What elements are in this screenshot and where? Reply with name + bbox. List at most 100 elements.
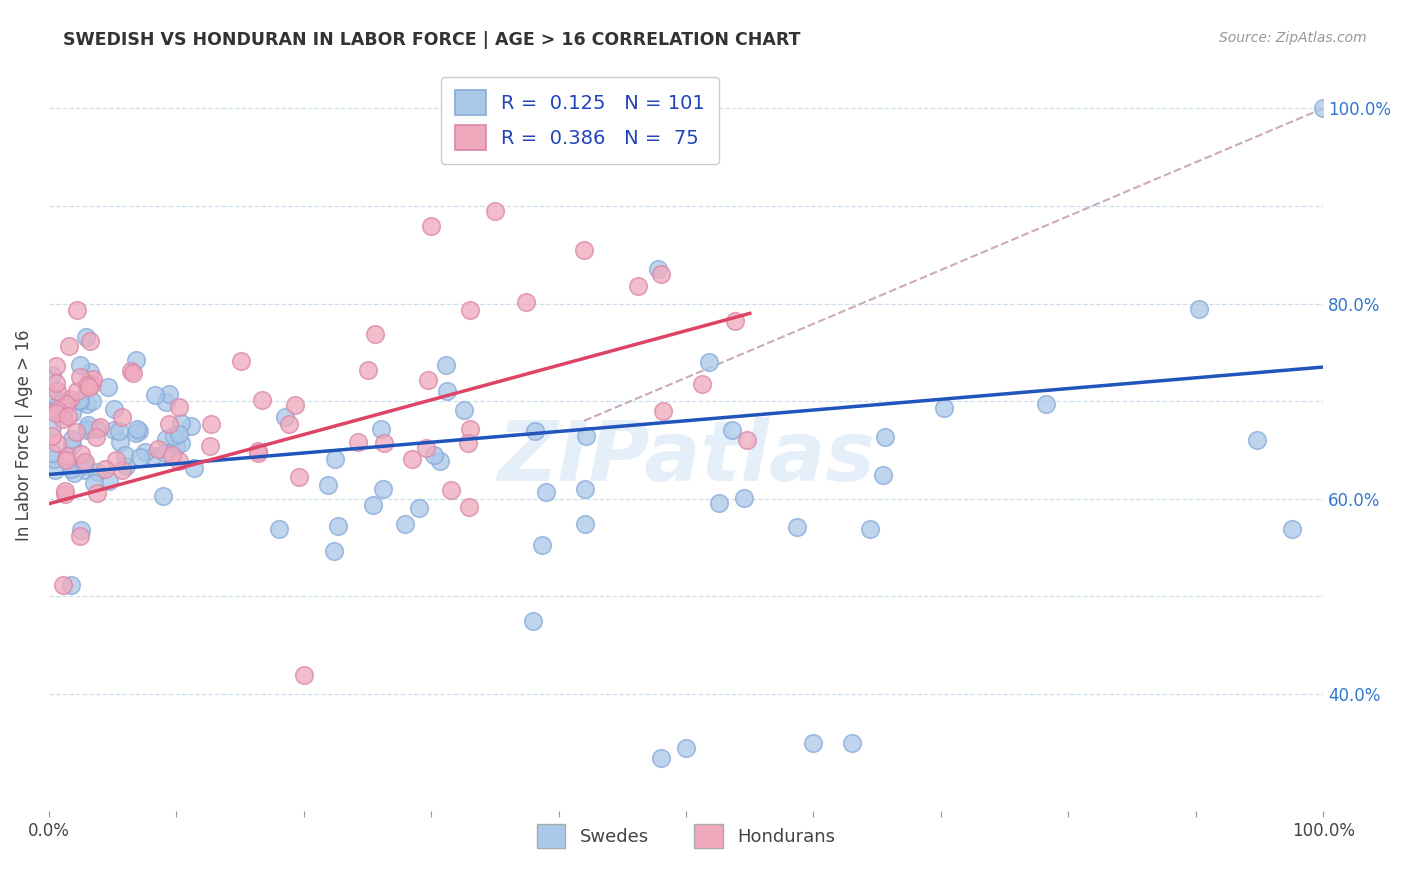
Point bbox=[647, 261, 669, 276]
Point bbox=[153, 445, 176, 459]
Point bbox=[420, 219, 443, 233]
Point bbox=[363, 326, 385, 341]
Point bbox=[55, 453, 77, 467]
Point bbox=[155, 395, 177, 409]
Point bbox=[76, 397, 98, 411]
Point bbox=[125, 425, 148, 440]
Point bbox=[627, 278, 650, 293]
Point bbox=[250, 392, 273, 407]
Point bbox=[361, 498, 384, 512]
Text: ZIPatlas: ZIPatlas bbox=[498, 417, 875, 499]
Point bbox=[69, 529, 91, 543]
Point bbox=[84, 430, 107, 444]
Point bbox=[575, 429, 598, 443]
Point bbox=[80, 376, 103, 391]
Point bbox=[522, 614, 544, 628]
Point bbox=[574, 482, 596, 496]
Point bbox=[41, 368, 63, 382]
Point bbox=[111, 410, 134, 425]
Point bbox=[45, 406, 67, 420]
Point bbox=[1312, 102, 1334, 116]
Point bbox=[429, 454, 451, 468]
Point bbox=[326, 519, 349, 533]
Point bbox=[77, 417, 100, 432]
Point bbox=[142, 449, 165, 463]
Point bbox=[73, 455, 96, 469]
Point bbox=[52, 406, 75, 420]
Point bbox=[70, 523, 93, 537]
Point bbox=[159, 386, 181, 401]
Point bbox=[121, 367, 143, 381]
Point bbox=[169, 454, 191, 468]
Point bbox=[247, 443, 270, 458]
Point bbox=[180, 419, 202, 434]
Point bbox=[373, 436, 395, 450]
Point bbox=[76, 423, 98, 437]
Point bbox=[183, 460, 205, 475]
Point bbox=[60, 462, 83, 476]
Point bbox=[287, 469, 309, 483]
Point bbox=[69, 394, 91, 409]
Point bbox=[453, 402, 475, 417]
Point bbox=[858, 522, 880, 536]
Point bbox=[724, 314, 747, 328]
Point bbox=[267, 522, 290, 536]
Point bbox=[67, 392, 90, 407]
Point bbox=[103, 423, 125, 437]
Point bbox=[89, 420, 111, 434]
Point bbox=[152, 489, 174, 503]
Point bbox=[69, 370, 91, 384]
Point bbox=[650, 750, 672, 764]
Point bbox=[650, 268, 672, 282]
Point bbox=[434, 358, 457, 372]
Point bbox=[515, 295, 537, 310]
Point bbox=[675, 740, 697, 755]
Point bbox=[200, 417, 222, 432]
Point bbox=[53, 486, 76, 500]
Point bbox=[62, 406, 84, 420]
Point bbox=[458, 500, 481, 514]
Point bbox=[45, 384, 67, 399]
Point bbox=[128, 424, 150, 438]
Point bbox=[77, 380, 100, 394]
Point bbox=[79, 365, 101, 379]
Point bbox=[408, 500, 430, 515]
Point bbox=[134, 444, 156, 458]
Point bbox=[52, 578, 75, 592]
Point bbox=[63, 466, 86, 480]
Point bbox=[56, 409, 79, 423]
Point bbox=[70, 447, 93, 461]
Point bbox=[423, 448, 446, 462]
Point bbox=[457, 435, 479, 450]
Point bbox=[86, 422, 108, 436]
Point bbox=[229, 354, 252, 368]
Point bbox=[155, 432, 177, 446]
Point bbox=[53, 484, 76, 499]
Point bbox=[110, 463, 132, 477]
Point bbox=[416, 372, 439, 386]
Point bbox=[41, 429, 63, 443]
Point bbox=[530, 538, 553, 552]
Point bbox=[803, 736, 825, 750]
Point bbox=[82, 372, 104, 386]
Point bbox=[415, 442, 437, 456]
Point bbox=[733, 491, 755, 506]
Point bbox=[841, 736, 863, 750]
Text: Source: ZipAtlas.com: Source: ZipAtlas.com bbox=[1219, 31, 1367, 45]
Point bbox=[104, 453, 127, 467]
Point bbox=[103, 401, 125, 416]
Point bbox=[458, 422, 481, 436]
Point bbox=[651, 404, 673, 418]
Point bbox=[79, 334, 101, 348]
Point bbox=[1281, 522, 1303, 536]
Point bbox=[143, 388, 166, 402]
Point bbox=[373, 482, 395, 496]
Point bbox=[51, 394, 73, 409]
Point bbox=[52, 411, 75, 425]
Point bbox=[323, 452, 346, 467]
Point bbox=[60, 578, 83, 592]
Point bbox=[198, 439, 221, 453]
Point bbox=[94, 462, 117, 476]
Point bbox=[690, 376, 713, 391]
Point bbox=[59, 392, 82, 407]
